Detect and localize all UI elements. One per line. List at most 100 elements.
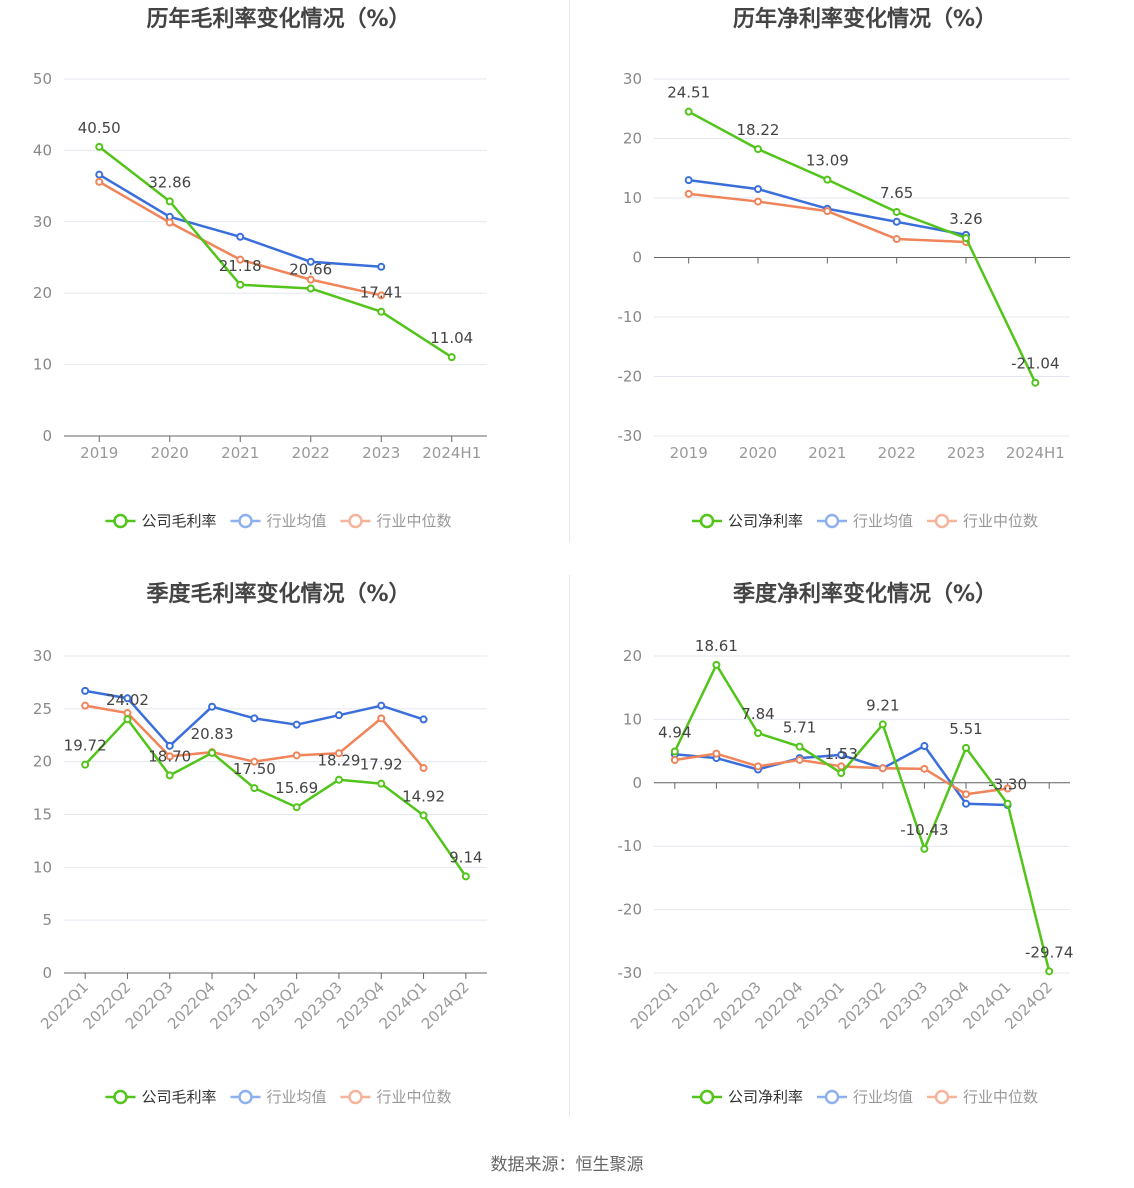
legend-item: 行业中位数: [927, 512, 1038, 530]
legend-item: 公司净利率: [692, 1088, 803, 1106]
data-point-0: [920, 844, 929, 853]
data-point-1: [754, 185, 762, 194]
data-point-0: [81, 760, 90, 769]
x-tick-label: 2023: [947, 444, 985, 462]
data-label: 7.84: [741, 705, 774, 723]
data-point-1: [236, 232, 245, 241]
data-point-2: [419, 764, 428, 773]
data-label: 4.94: [658, 723, 691, 741]
data-point-2: [670, 755, 679, 764]
data-label: 1.53: [824, 745, 857, 763]
data-source-note: 数据来源：恒生聚源: [490, 1155, 644, 1175]
data-point-0: [447, 353, 456, 362]
data-point-0: [795, 742, 804, 751]
data-label: 5.71: [783, 719, 816, 737]
data-label: 32.86: [148, 173, 191, 191]
data-point-2: [95, 177, 104, 186]
legend-marker: [348, 513, 363, 529]
series-line-1: [98, 173, 382, 269]
data-label: 15.69: [275, 779, 318, 797]
data-point-2: [795, 755, 804, 764]
annual-net-margin-chart: 历年净利率变化情况（%） -30 -20 -10 0 10 20 30 2019 2020 2021…: [618, 6, 1070, 530]
y-tick-label: 0: [632, 774, 642, 792]
y-tick-label: 25: [33, 700, 52, 718]
chart-title: 季度毛利率变化情况（%）: [146, 581, 410, 607]
quarterly-net-margin-chart: 季度净利率变化情况（%）-30-20-10010202022Q12022Q220…: [618, 581, 1074, 1106]
data-point-0: [1031, 378, 1040, 387]
x-tick-label: 2024H1: [1006, 444, 1065, 462]
series-line-0: [673, 663, 1051, 972]
data-point-1: [123, 694, 132, 703]
data-point-2: [712, 749, 721, 758]
data-label: 40.50: [78, 119, 121, 137]
data-label: 20.66: [289, 260, 332, 278]
legend-label: 公司毛利率: [142, 1088, 217, 1106]
data-label: 24.51: [667, 84, 710, 102]
legend-marker: [113, 1089, 128, 1105]
data-point-2: [165, 218, 174, 227]
data-point-2: [754, 197, 762, 206]
data-point-1: [684, 176, 693, 185]
data-point-0: [334, 775, 343, 784]
y-tick-label: 0: [42, 964, 52, 982]
data-label: 13.09: [806, 152, 849, 170]
data-point-2: [837, 762, 846, 771]
data-label: -10.43: [900, 821, 948, 839]
y-tick-label: 20: [33, 284, 52, 302]
data-point-0: [754, 729, 762, 738]
data-point-1: [165, 741, 174, 750]
legend-item: 公司毛利率: [105, 1088, 217, 1106]
data-point-1: [962, 799, 970, 808]
data-point-0: [1045, 967, 1054, 976]
y-tick-label: -20: [618, 901, 643, 919]
x-tick-label: 2022: [292, 444, 330, 462]
data-point-2: [878, 764, 887, 773]
legend-label: 行业均值: [267, 512, 327, 530]
y-tick-label: 30: [33, 213, 52, 231]
data-point-0: [377, 779, 386, 788]
data-point-0: [377, 307, 386, 316]
legend-label: 行业均值: [853, 512, 913, 530]
data-label: 19.72: [64, 737, 107, 755]
data-label: 3.26: [949, 210, 982, 228]
y-tick-label: -30: [618, 427, 643, 445]
data-point-2: [165, 752, 174, 761]
data-point-2: [920, 764, 929, 773]
data-label: 18.61: [695, 637, 738, 655]
quarterly-gross-margin-chart: 季度毛利率变化情况（%）0510152025302022Q12022Q22022…: [33, 581, 487, 1106]
data-point-0: [165, 197, 174, 206]
legend-marker: [824, 513, 840, 529]
x-tick-label: 2023: [362, 444, 400, 462]
x-tick-label: 2019: [80, 444, 118, 462]
data-label: 11.04: [430, 329, 473, 347]
y-tick-label: 10: [623, 189, 642, 207]
data-point-0: [165, 771, 174, 780]
vertical-divider-top: [569, 0, 570, 542]
y-tick-label: 20: [623, 130, 642, 148]
data-label: 5.51: [949, 720, 982, 738]
data-point-1: [95, 170, 104, 179]
data-point-1: [292, 720, 301, 729]
data-point-2: [250, 757, 259, 766]
series-line-0: [688, 110, 1037, 384]
data-point-2: [377, 714, 386, 723]
data-point-2: [962, 790, 970, 799]
data-label: 17.92: [360, 756, 403, 774]
chart-title: 历年毛利率变化情况（%）: [146, 6, 410, 32]
data-point-0: [292, 803, 301, 812]
legend-marker: [699, 1089, 715, 1105]
data-label: 24.02: [106, 691, 149, 709]
data-point-0: [892, 207, 901, 216]
data-label: 21.18: [219, 257, 262, 275]
legend-marker: [238, 513, 253, 529]
series-line-2: [688, 192, 967, 244]
y-tick-label: 10: [33, 858, 52, 876]
data-point-1: [306, 257, 315, 266]
legend-label: 行业中位数: [377, 512, 452, 530]
legend-item: 行业中位数: [927, 1088, 1038, 1106]
chart-title: 历年净利率变化情况（%）: [733, 6, 997, 32]
x-tick-label: 2022: [878, 444, 916, 462]
data-point-0: [837, 769, 846, 778]
data-point-2: [754, 762, 762, 771]
data-point-0: [1003, 799, 1012, 808]
